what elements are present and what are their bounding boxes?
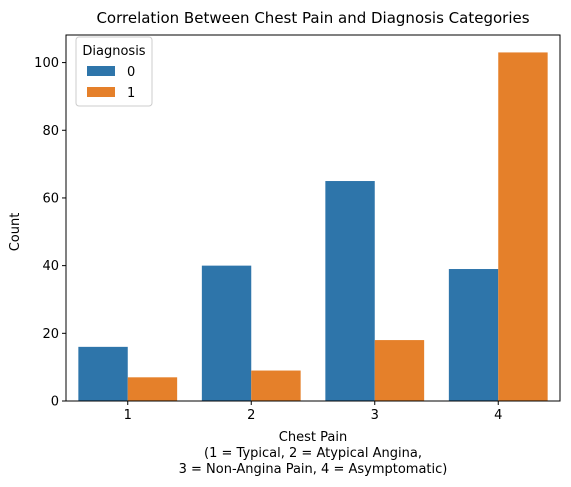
- bar-series-1-cat-2: [251, 370, 301, 401]
- bar-series-0-cat-2: [201, 265, 252, 401]
- legend-swatch-1: [87, 87, 115, 97]
- x-axis-label-line-2: (1 = Typical, 2 = Atypical Angina,: [204, 446, 422, 461]
- y-tick-label: 100: [34, 56, 59, 71]
- bar-series-0-cat-1: [78, 346, 128, 401]
- legend-title: Diagnosis: [82, 44, 145, 59]
- x-axis-label-line-1: Chest Pain: [279, 430, 347, 445]
- x-axis-label-line-3: 3 = Non-Angina Pain, 4 = Asymptomatic): [179, 462, 448, 477]
- plot-frame: [65, 34, 561, 402]
- bar-series-0-cat-3: [325, 181, 375, 401]
- chart-title: Correlation Between Chest Pain and Diagn…: [96, 9, 529, 27]
- x-tick-label: 1: [124, 408, 132, 423]
- bar-series-1-cat-1: [127, 377, 178, 401]
- bar-series-1-cat-3: [374, 340, 425, 401]
- legend-label-1: 1: [127, 86, 135, 101]
- bar-series-0-cat-4: [448, 269, 499, 401]
- plot-area: [65, 34, 561, 402]
- x-tick-label: 2: [247, 408, 255, 423]
- legend-swatch-0: [87, 66, 115, 76]
- y-tick-label: 0: [51, 395, 59, 410]
- y-axis: 0 20 40 60 80 100: [34, 56, 66, 410]
- y-tick-label: 80: [42, 124, 59, 139]
- y-tick-label: 40: [42, 259, 59, 274]
- x-tick-label: 4: [494, 408, 502, 423]
- bar-series-1-cat-4: [498, 52, 548, 402]
- legend-label-0: 0: [127, 65, 135, 80]
- y-tick-label: 20: [42, 327, 59, 342]
- legend: Diagnosis 0 1: [75, 36, 153, 107]
- y-tick-label: 60: [42, 191, 59, 206]
- x-tick-label: 3: [371, 408, 379, 423]
- y-axis-label: Count: [8, 213, 23, 252]
- x-axis: 1 2 3 4: [124, 401, 502, 423]
